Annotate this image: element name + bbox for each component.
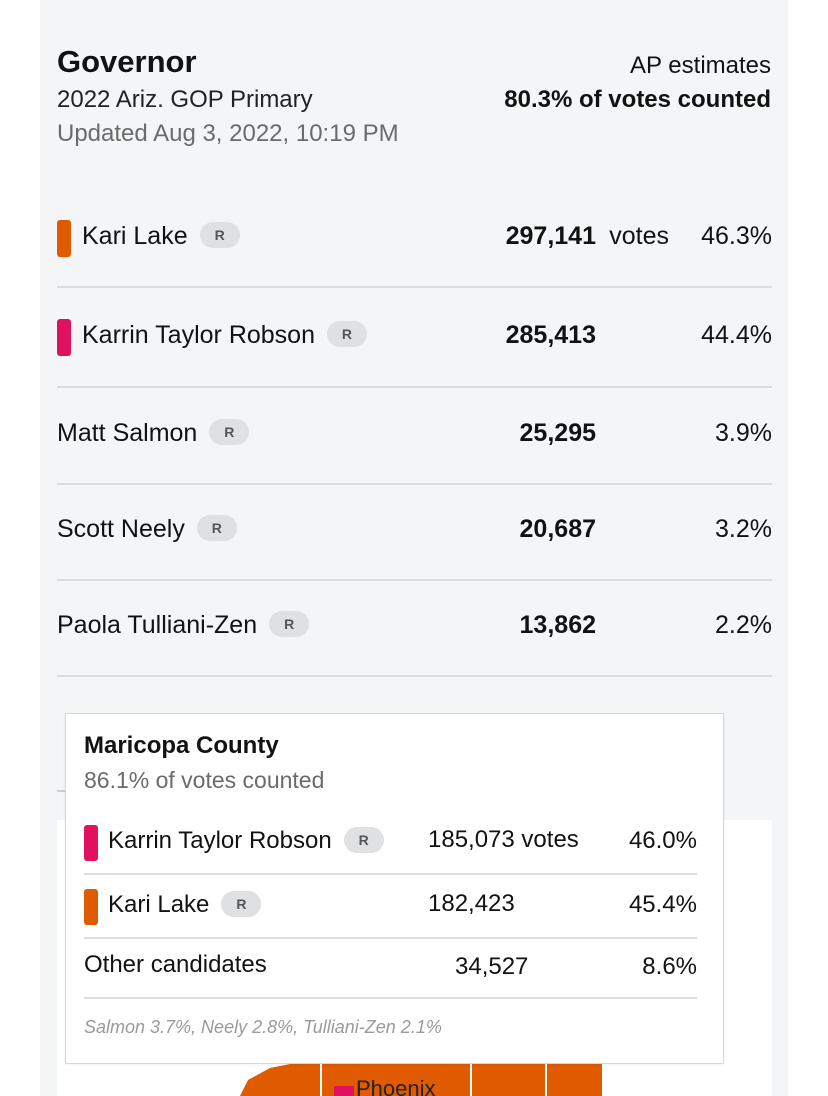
county-shape[interactable]: [240, 1062, 320, 1096]
divider: [57, 790, 67, 792]
candidate-row[interactable]: Matt Salmon R 25,295 3.9%: [57, 388, 772, 485]
candidate-percent: 45.4%: [628, 891, 697, 918]
tooltip-footnote: Salmon 3.7%, Neely 2.8%, Tulliani-Zen 2.…: [84, 1017, 442, 1037]
candidate-name: Kari Lake: [108, 891, 210, 918]
candidate-percent: 46.3%: [701, 222, 772, 250]
votes-unit-label: votes: [609, 222, 669, 250]
candidate-color-swatch: [57, 220, 71, 257]
candidate-votes: 185,073 votes: [428, 826, 579, 853]
race-title: Governor: [57, 44, 197, 79]
party-badge: R: [221, 890, 262, 917]
candidate-row[interactable]: Paola Tulliani-Zen R 13,862 2.2%: [57, 581, 772, 677]
candidate-row[interactable]: Kari Lake R 297,141 votes 46.3%: [57, 189, 772, 288]
party-badge: R: [343, 826, 384, 853]
party-badge: R: [196, 515, 237, 542]
county-shape-maricopa[interactable]: [334, 1086, 354, 1096]
county-map-shapes[interactable]: Phoenix: [240, 1060, 605, 1096]
candidate-color-swatch: [84, 889, 98, 925]
ap-estimates-label[interactable]: AP estimates: [630, 52, 771, 79]
votes-counted: 80.3% of votes counted: [504, 86, 771, 113]
candidate-name: Paola Tulliani-Zen: [57, 611, 258, 639]
candidate-row[interactable]: Scott Neely R 20,687 3.2%: [57, 485, 772, 581]
party-badge: R: [326, 321, 367, 348]
candidate-percent: 44.4%: [701, 321, 772, 349]
candidate-color-swatch: [57, 319, 71, 356]
tooltip-county-name: Maricopa County: [84, 732, 279, 759]
party-badge: R: [199, 222, 240, 249]
candidate-votes: 285,413: [505, 321, 596, 349]
tooltip-row: Kari Lake R 182,423 45.4%: [84, 877, 697, 939]
candidate-name: Matt Salmon: [57, 419, 198, 447]
candidate-name: Karrin Taylor Robson: [82, 321, 315, 349]
tooltip-votes-counted: 86.1% of votes counted: [84, 767, 325, 793]
updated-timestamp: Updated Aug 3, 2022, 10:19 PM: [57, 120, 399, 147]
candidate-name: Other candidates: [84, 951, 267, 978]
candidate-color-swatch: [84, 825, 98, 861]
candidate-percent: 2.2%: [715, 611, 772, 639]
candidate-percent: 3.2%: [715, 515, 772, 543]
candidate-votes: 20,687: [519, 515, 596, 543]
map-city-label: Phoenix: [356, 1076, 436, 1096]
candidate-name: Karrin Taylor Robson: [108, 827, 332, 854]
county-shape[interactable]: [472, 1062, 545, 1096]
candidate-percent: 46.0%: [628, 827, 697, 854]
candidate-votes: 25,295: [519, 419, 596, 447]
candidate-votes: 297,141: [505, 222, 596, 250]
candidate-percent: 8.6%: [642, 953, 697, 980]
candidate-votes: 34,527: [455, 953, 529, 980]
candidate-name: Kari Lake: [82, 222, 188, 250]
tooltip-row: Karrin Taylor Robson R 185,073 votes 46.0…: [84, 813, 697, 875]
candidate-name: Scott Neely: [57, 515, 185, 543]
candidate-votes: 182,423: [428, 890, 515, 917]
candidate-percent: 3.9%: [715, 419, 772, 447]
county-shape[interactable]: [322, 1062, 470, 1096]
tooltip-row: Other candidates 34,527 8.6%: [84, 939, 697, 999]
county-shape[interactable]: [547, 1062, 602, 1096]
county-tooltip: Maricopa County 86.1% of votes counted K…: [65, 713, 724, 1064]
party-badge: R: [269, 611, 310, 638]
race-subtitle: 2022 Ariz. GOP Primary: [57, 86, 313, 113]
party-badge: R: [209, 419, 250, 446]
candidate-votes: 13,862: [519, 611, 596, 639]
candidate-row[interactable]: Karrin Taylor Robson R 285,413 44.4%: [57, 289, 772, 388]
